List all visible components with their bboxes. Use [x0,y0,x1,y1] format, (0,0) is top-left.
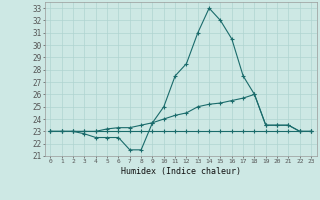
X-axis label: Humidex (Indice chaleur): Humidex (Indice chaleur) [121,167,241,176]
